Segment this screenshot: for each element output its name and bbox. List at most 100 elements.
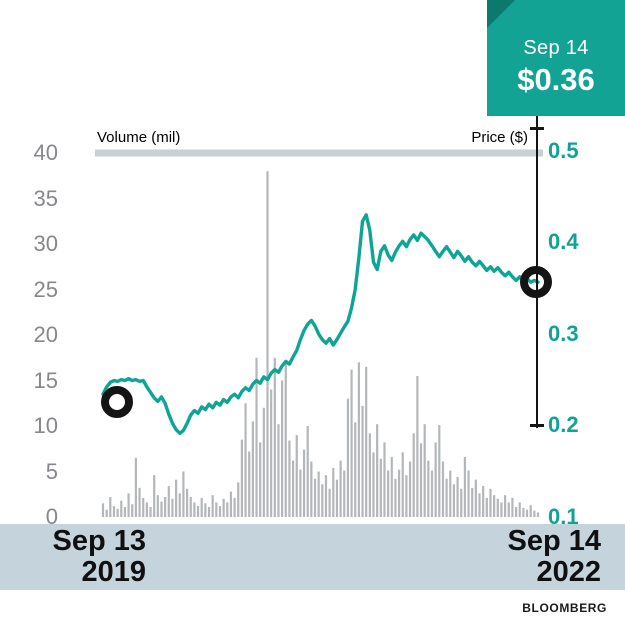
- volume-bar: [288, 440, 291, 517]
- volume-bar: [478, 493, 481, 517]
- end-date-label: Sep 14 2022: [508, 526, 602, 588]
- volume-bar: [496, 498, 499, 517]
- right-tick-02: 0.2: [548, 412, 579, 437]
- volume-bar: [116, 508, 119, 517]
- volume-bar: [332, 467, 335, 517]
- start-date-month: Sep 13: [52, 525, 147, 557]
- volume-bar: [525, 509, 529, 517]
- end-date-month: Sep 14: [507, 525, 602, 557]
- volume-bar: [306, 426, 309, 517]
- volume-bar: [482, 486, 485, 517]
- volume-bar: [310, 461, 313, 517]
- volume-bar: [401, 452, 404, 517]
- callout-price: $0.36: [517, 62, 595, 97]
- right-tick-04: 0.4: [548, 229, 579, 254]
- left-tick-25: 25: [33, 277, 58, 302]
- volume-bar: [313, 478, 317, 517]
- left-tick-0: 0: [45, 504, 58, 529]
- volume-bar: [324, 475, 328, 517]
- left-tick-5: 5: [45, 459, 58, 484]
- volume-bar: [248, 451, 251, 517]
- volume-bar: [153, 475, 156, 517]
- volume-bar: [536, 512, 540, 517]
- volume-bar: [175, 479, 178, 517]
- volume-bar: [218, 506, 222, 517]
- volume-bar: [277, 424, 280, 517]
- volume-bar: [149, 506, 152, 517]
- right-tick-03: 0.3: [548, 321, 579, 346]
- pointer-tick-bottom: [530, 424, 544, 427]
- volume-bar: [109, 496, 112, 517]
- volume-bar: [226, 502, 229, 517]
- volume-bar: [493, 495, 496, 517]
- volume-bar: [105, 509, 108, 517]
- pointer-tick-top: [530, 127, 544, 130]
- volume-bar: [514, 506, 518, 517]
- volume-bar: [430, 470, 434, 517]
- volume-bar: [387, 470, 390, 517]
- volume-bar: [240, 439, 244, 517]
- start-date-year: 2019: [81, 556, 146, 588]
- volume-bar: [211, 495, 214, 517]
- volume-bar: [445, 478, 448, 517]
- volume-bar: [127, 493, 130, 517]
- volume-bar: [291, 460, 295, 517]
- volume-bar: [390, 456, 393, 517]
- volume-bar: [372, 452, 375, 517]
- volume-bar: [204, 503, 207, 517]
- volume-bar: [368, 433, 371, 517]
- left-tick-10: 10: [33, 413, 58, 438]
- volume-bar: [138, 487, 141, 517]
- volume-bar: [533, 510, 536, 517]
- callout-date: Sep 14: [523, 37, 589, 59]
- volume-bar: [321, 484, 324, 517]
- volume-bar: [215, 502, 218, 517]
- volume-bar: [189, 496, 192, 517]
- volume-bar: [383, 442, 386, 517]
- volume-bar: [262, 407, 265, 517]
- volume-bar: [460, 488, 463, 517]
- volume-bar: [281, 380, 284, 517]
- volume-bar: [456, 476, 459, 517]
- volume-bar: [193, 502, 196, 517]
- volume-bar: [449, 470, 452, 517]
- volume-bar: [145, 502, 148, 517]
- volume-bar: [328, 488, 331, 517]
- volume-bar: [200, 497, 203, 517]
- volume-bar: [350, 369, 353, 517]
- volume-bar: [335, 479, 339, 517]
- volume-bar: [164, 496, 167, 517]
- right-tick-05: 0.5: [548, 138, 579, 163]
- volume-bar: [419, 443, 423, 517]
- callout-fold-corner: [487, 0, 515, 28]
- source-credit: BLOOMBERG: [522, 601, 607, 615]
- volume-bar: [259, 442, 262, 517]
- volume-bar: [233, 497, 236, 517]
- left-tick-40: 40: [33, 140, 58, 165]
- volume-bar: [522, 507, 525, 517]
- volume-bar: [171, 498, 174, 517]
- volume-bar: [317, 471, 320, 517]
- volume-bar: [467, 470, 470, 517]
- volume-bar: [441, 461, 445, 517]
- volume-bar: [266, 171, 269, 517]
- volume-bar: [207, 506, 211, 517]
- volume-bar: [452, 484, 456, 517]
- volume-bar: [397, 469, 401, 517]
- volume-bar: [299, 469, 302, 517]
- volume-bar: [251, 421, 254, 517]
- volume-bar: [416, 375, 419, 517]
- volume-bar: [471, 487, 474, 517]
- volume-bar: [185, 488, 189, 517]
- start-marker-ring: [101, 386, 133, 418]
- volume-bar: [178, 493, 181, 517]
- volume-bar: [182, 471, 185, 517]
- volume-bar: [156, 495, 159, 517]
- date-axis-band: Sep 13 2019 Sep 14 2022: [0, 524, 625, 590]
- left-tick-15: 15: [33, 368, 58, 393]
- volume-bar: [361, 405, 364, 517]
- volume-bar: [237, 482, 240, 517]
- volume-bar: [434, 442, 437, 517]
- top-gridline: [95, 149, 543, 157]
- left-tick-20: 20: [33, 322, 58, 347]
